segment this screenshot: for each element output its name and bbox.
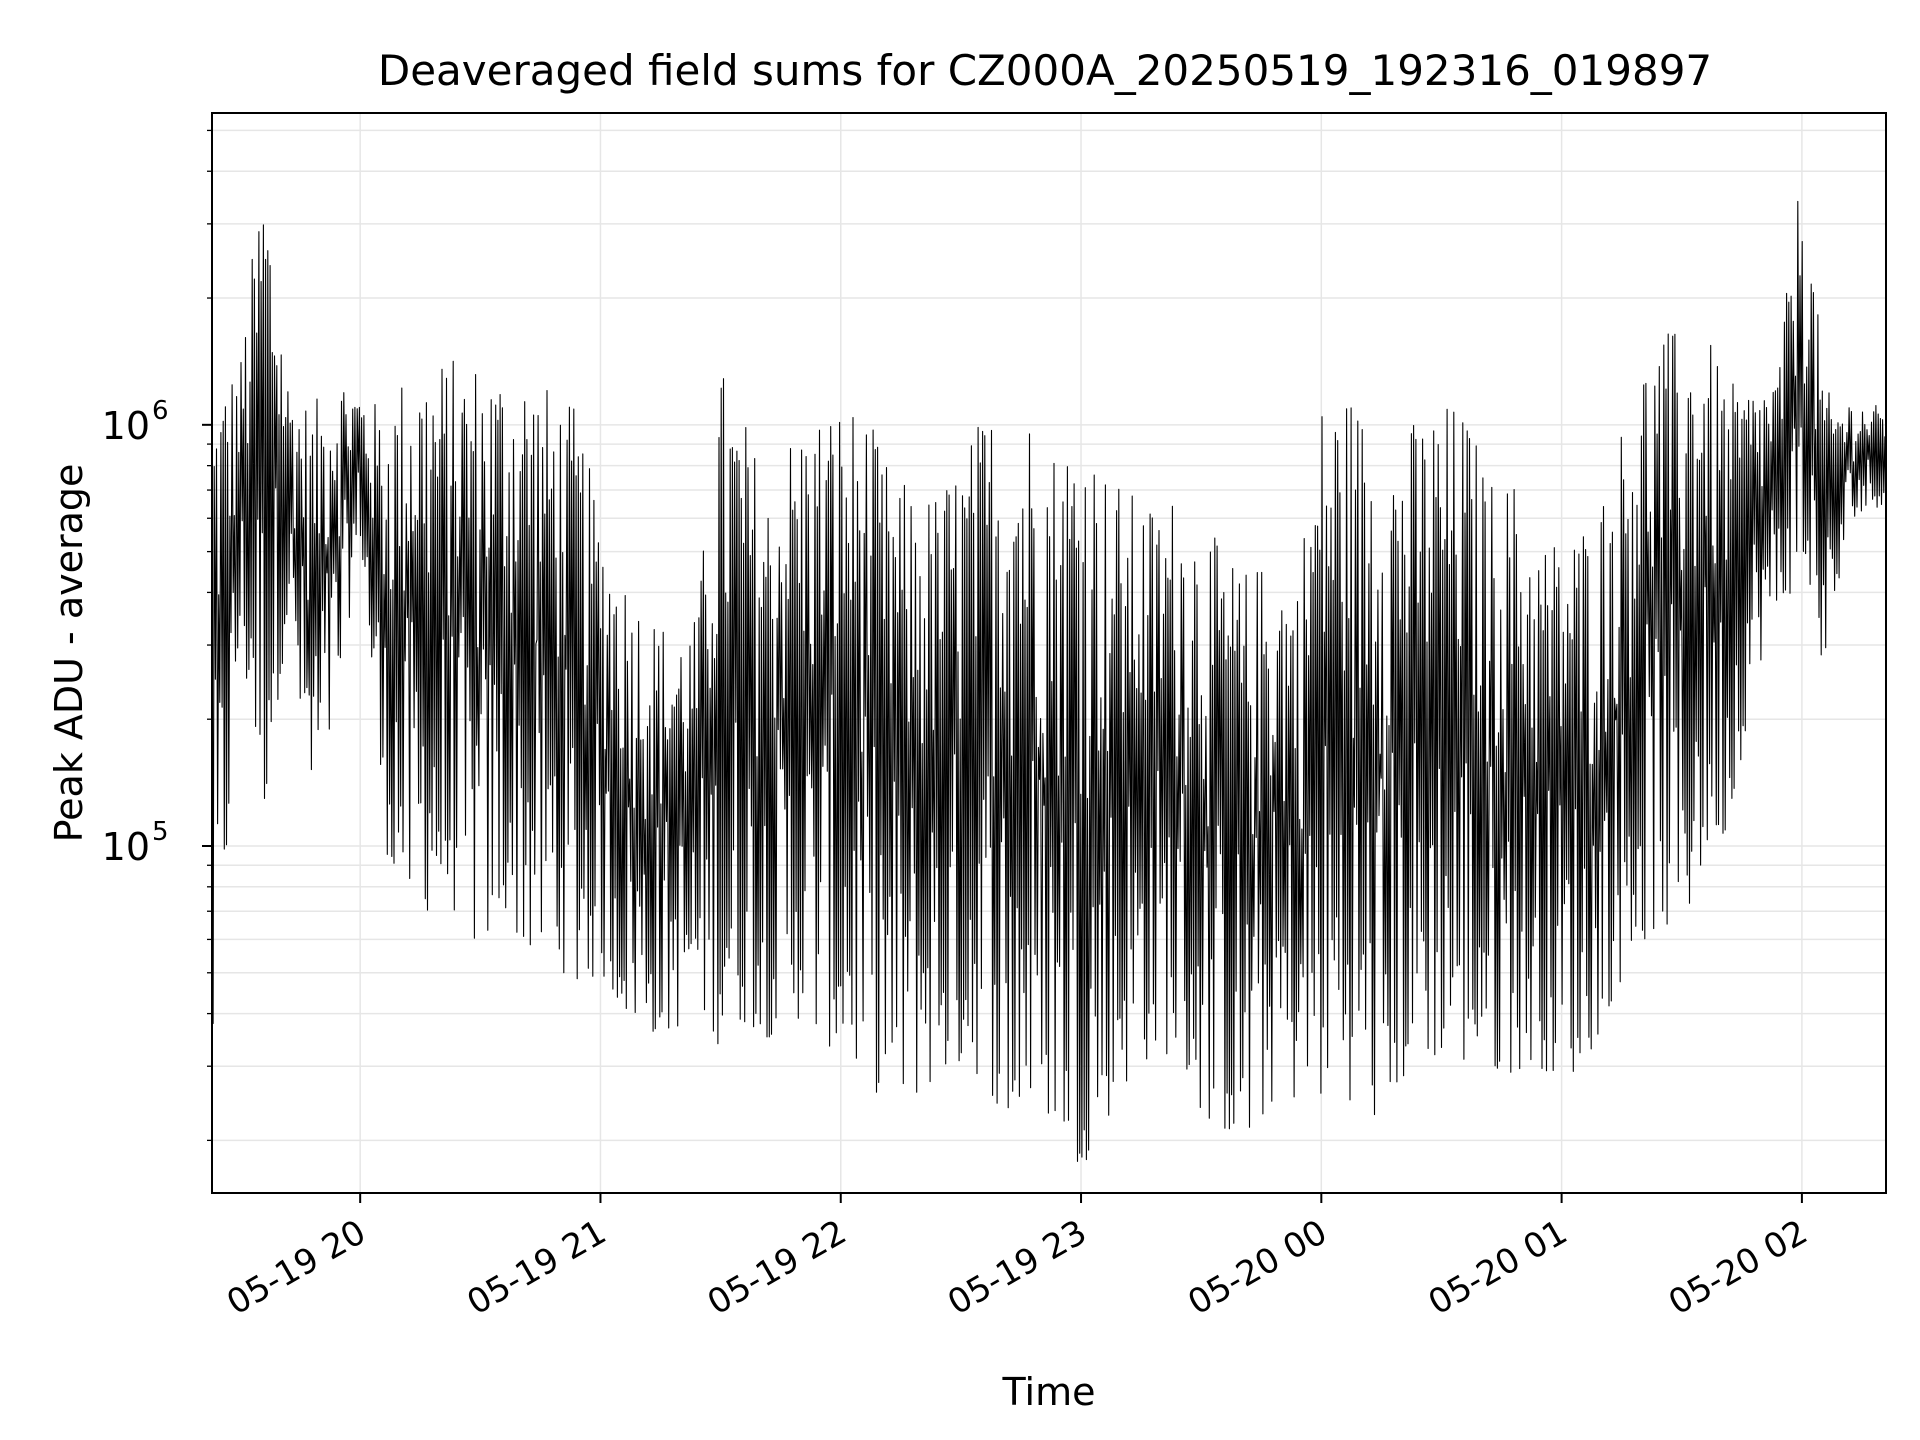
- y-tick-exponent: 6: [152, 396, 169, 426]
- x-axis-label: Time: [1002, 1370, 1096, 1414]
- y-axis-label: Peak ADU - average: [47, 464, 91, 843]
- chart-title: Deaveraged field sums for CZ000A_2025051…: [378, 46, 1712, 95]
- y-tick-label: 10: [102, 404, 150, 448]
- y-tick-base: 10: [102, 825, 150, 869]
- y-tick-exponent: 5: [152, 817, 169, 847]
- y-tick-base: 10: [102, 404, 150, 448]
- series-line: [211, 200, 1887, 1162]
- series-area: [211, 200, 1887, 1162]
- plot-frame: [211, 112, 1887, 1194]
- y-tick-label: 10: [102, 825, 150, 869]
